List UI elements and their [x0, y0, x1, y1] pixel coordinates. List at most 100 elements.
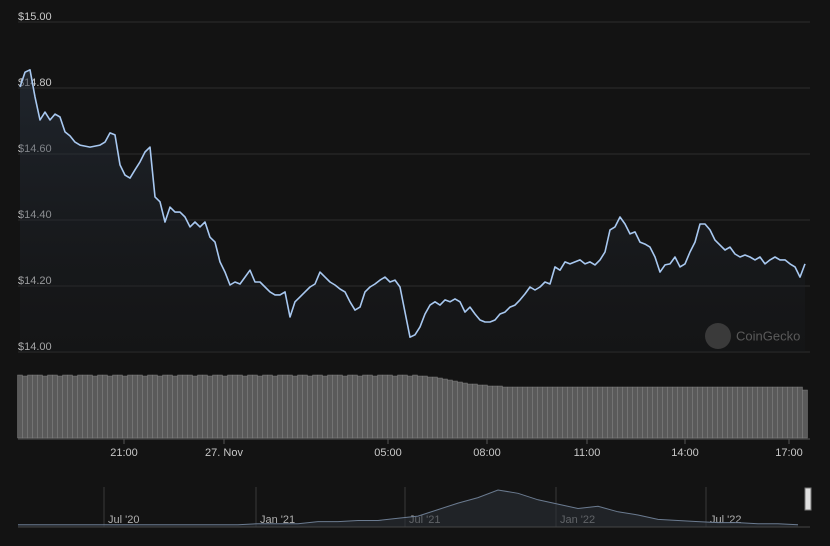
- volume-bar: [622, 386, 628, 439]
- volume-bar: [112, 374, 118, 439]
- volume-bar: [217, 374, 223, 439]
- volume-bar: [162, 374, 168, 439]
- volume-bar: [117, 374, 123, 439]
- volume-bar: [297, 374, 303, 439]
- x-tick-label: 11:00: [574, 447, 601, 459]
- volume-bar: [127, 374, 133, 439]
- volume-bar: [17, 374, 23, 439]
- volume-bar: [482, 384, 488, 439]
- volume-bar: [572, 386, 578, 439]
- navigator-handle[interactable]: [804, 487, 812, 511]
- volume-bar: [757, 386, 763, 439]
- volume-bar: [317, 374, 323, 439]
- volume-bar: [567, 386, 573, 439]
- volume-bar: [487, 385, 493, 439]
- volume-bar: [97, 374, 103, 439]
- x-tick-label: 17:00: [775, 447, 803, 459]
- volume-bar: [267, 374, 273, 439]
- volume-bar: [662, 386, 668, 439]
- volume-bar: [232, 374, 238, 439]
- volume-bar: [222, 375, 228, 439]
- volume-bar: [102, 374, 108, 439]
- x-tick-label: 27. Nov: [205, 447, 243, 459]
- volume-bar: [332, 374, 338, 439]
- volume-bar: [367, 374, 373, 439]
- volume-bar: [132, 374, 138, 439]
- volume-bar: [57, 375, 63, 439]
- volume-bar: [52, 374, 58, 439]
- volume-bar: [392, 375, 398, 439]
- volume-bar: [357, 375, 363, 439]
- volume-bar: [307, 375, 313, 439]
- volume-bar: [507, 386, 513, 439]
- volume-bar: [282, 374, 288, 439]
- volume-bar: [32, 374, 38, 439]
- volume-bar: [617, 386, 623, 439]
- volume-bar: [27, 374, 33, 439]
- volume-bar: [452, 380, 458, 439]
- volume-bar: [122, 375, 128, 439]
- x-tick-label: 08:00: [473, 447, 501, 459]
- volume-bar: [137, 374, 143, 439]
- volume-bar: [192, 375, 198, 439]
- volume-bar: [337, 374, 343, 439]
- volume-bar: [62, 374, 68, 439]
- volume-bar: [802, 389, 808, 439]
- volume-bar: [742, 386, 748, 439]
- volume-bar: [677, 386, 683, 439]
- volume-bar: [152, 374, 158, 439]
- volume-bar: [37, 374, 43, 439]
- volume-bar: [407, 375, 413, 439]
- x-tick-label: 14:00: [671, 447, 699, 459]
- navigator-line: [18, 489, 799, 526]
- volume-bar: [782, 386, 788, 439]
- navigator-area: [18, 490, 798, 527]
- volume-bar: [417, 375, 423, 439]
- volume-bar: [272, 375, 278, 439]
- volume-bar: [247, 374, 253, 439]
- volume-bar: [387, 374, 393, 439]
- volume-bar: [682, 386, 688, 439]
- volume-bar: [412, 374, 418, 439]
- volume-bar: [512, 386, 518, 439]
- volume-bar: [587, 386, 593, 439]
- volume-bar: [737, 386, 743, 439]
- volume-bar: [477, 384, 483, 439]
- x-tick-label: 21:00: [110, 447, 138, 459]
- volume-bar: [352, 374, 358, 439]
- volume-bar: [692, 386, 698, 439]
- volume-bar: [77, 374, 83, 439]
- volume-bar: [22, 375, 28, 439]
- volume-bar: [697, 386, 703, 439]
- volume-bar: [172, 375, 178, 439]
- volume-bar: [652, 386, 658, 439]
- volume-bar: [702, 386, 708, 439]
- volume-bar: [522, 386, 528, 439]
- volume-bar: [227, 374, 233, 439]
- volume-bar: [577, 386, 583, 439]
- volume-bar: [707, 386, 713, 439]
- volume-bar: [607, 386, 613, 439]
- volume-bar: [547, 386, 553, 439]
- volume-bar: [427, 376, 433, 439]
- volume-bar: [347, 374, 353, 439]
- volume-bar: [467, 383, 473, 439]
- volume-bar: [287, 374, 293, 439]
- volume-bar: [207, 375, 213, 439]
- volume-bar: [797, 386, 803, 439]
- volume-bar: [562, 386, 568, 439]
- volume-bar: [397, 374, 403, 439]
- volume-bar: [82, 374, 88, 439]
- volume-bar: [557, 386, 563, 439]
- volume-bar: [642, 386, 648, 439]
- volume-bar: [402, 374, 408, 439]
- volume-bar: [552, 386, 558, 439]
- volume-bar: [727, 386, 733, 439]
- volume-bar: [777, 386, 783, 439]
- volume-bar: [147, 374, 153, 439]
- volume-bar: [612, 386, 618, 439]
- volume-bar: [787, 386, 793, 439]
- volume-bar: [472, 383, 478, 439]
- volume-bar: [657, 386, 663, 439]
- volume-bar: [372, 375, 378, 439]
